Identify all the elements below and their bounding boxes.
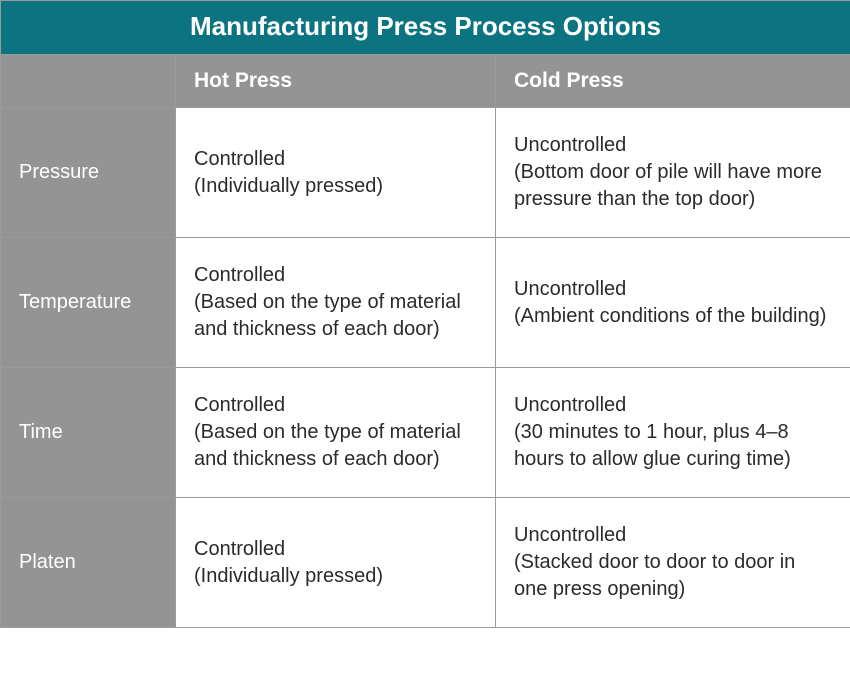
row-label: Pressure	[1, 108, 176, 238]
cell-lead: Controlled	[194, 392, 477, 419]
cell-detail: (30 minutes to 1 hour, plus 4–8 hours to…	[514, 419, 832, 473]
press-options-table: Manufacturing Press Process Options Hot …	[0, 0, 850, 628]
row-label: Time	[1, 368, 176, 498]
cell-detail: (Stacked door to door to door in one pre…	[514, 549, 832, 603]
hot-press-cell: Controlled(Individually pressed)	[176, 108, 496, 238]
cell-lead: Uncontrolled	[514, 522, 832, 549]
cell-detail: (Bottom door of pile will have more pres…	[514, 159, 832, 213]
cell-lead: Uncontrolled	[514, 276, 832, 303]
table-row: PressureControlled(Individually pressed)…	[1, 108, 850, 238]
hot-press-cell: Controlled(Based on the type of material…	[176, 238, 496, 368]
row-label: Platen	[1, 498, 176, 628]
cell-lead: Controlled	[194, 146, 477, 173]
cold-press-cell: Uncontrolled(Ambient conditions of the b…	[496, 238, 850, 368]
cold-press-cell: Uncontrolled(30 minutes to 1 hour, plus …	[496, 368, 850, 498]
cold-press-cell: Uncontrolled(Stacked door to door to doo…	[496, 498, 850, 628]
cell-detail: (Based on the type of material and thick…	[194, 289, 477, 343]
press-options-table-wrap: Manufacturing Press Process Options Hot …	[0, 0, 850, 628]
cell-detail: (Ambient conditions of the building)	[514, 303, 832, 330]
cell-detail: (Individually pressed)	[194, 173, 477, 200]
table-row: PlatenControlled(Individually pressed)Un…	[1, 498, 850, 628]
cell-lead: Uncontrolled	[514, 132, 832, 159]
column-header-blank	[1, 55, 176, 108]
cell-lead: Controlled	[194, 536, 477, 563]
column-header-cold-press: Cold Press	[496, 55, 850, 108]
table-title: Manufacturing Press Process Options	[1, 1, 850, 55]
hot-press-cell: Controlled(Based on the type of material…	[176, 368, 496, 498]
row-label: Temperature	[1, 238, 176, 368]
table-row: TimeControlled(Based on the type of mate…	[1, 368, 850, 498]
cell-lead: Uncontrolled	[514, 392, 832, 419]
column-header-hot-press: Hot Press	[176, 55, 496, 108]
hot-press-cell: Controlled(Individually pressed)	[176, 498, 496, 628]
cold-press-cell: Uncontrolled(Bottom door of pile will ha…	[496, 108, 850, 238]
table-header-row: Hot Press Cold Press	[1, 55, 850, 108]
cell-detail: (Individually pressed)	[194, 563, 477, 590]
cell-detail: (Based on the type of material and thick…	[194, 419, 477, 473]
table-row: TemperatureControlled(Based on the type …	[1, 238, 850, 368]
table-title-row: Manufacturing Press Process Options	[1, 1, 850, 55]
cell-lead: Controlled	[194, 262, 477, 289]
